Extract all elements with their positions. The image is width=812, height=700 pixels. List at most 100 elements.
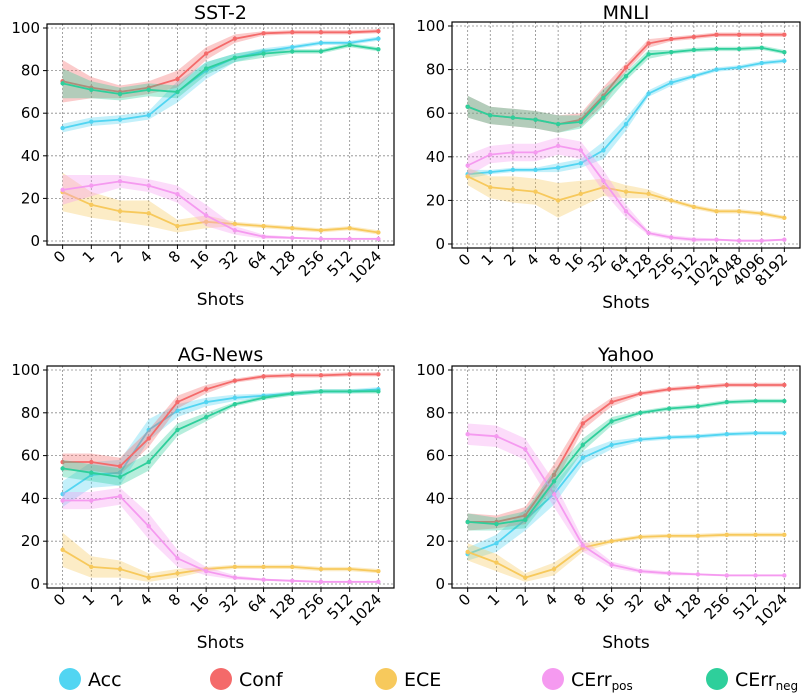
x-tick-label: 64 bbox=[244, 247, 270, 273]
point-CErr_pos bbox=[89, 498, 94, 503]
point-CErr_pos bbox=[510, 150, 516, 155]
point-CErr_neg bbox=[782, 49, 787, 55]
point-CErr_neg bbox=[232, 55, 238, 61]
point-ECE bbox=[261, 223, 266, 229]
series-CErr_pos bbox=[465, 137, 787, 243]
series-Acc bbox=[465, 58, 787, 179]
legend-label: ECE bbox=[404, 669, 441, 691]
y-tick-label: 100 bbox=[11, 19, 40, 37]
point-CErr_neg bbox=[666, 406, 672, 411]
point-Conf bbox=[261, 31, 266, 36]
point-ECE bbox=[146, 211, 151, 216]
x-tick-label: 16 bbox=[187, 247, 213, 273]
point-CErr_pos bbox=[623, 209, 629, 214]
point-CErr_pos bbox=[318, 579, 324, 585]
point-Acc bbox=[782, 430, 787, 436]
point-Acc bbox=[117, 470, 123, 475]
point-CErr_neg bbox=[60, 466, 65, 471]
point-CErr_pos bbox=[695, 572, 701, 577]
point-CErr_neg bbox=[261, 51, 266, 56]
point-Conf bbox=[318, 30, 324, 35]
point-CErr_neg bbox=[753, 398, 758, 404]
y-tick-label: 40 bbox=[426, 489, 445, 507]
x-tick-label: 32 bbox=[215, 247, 241, 273]
point-CErr_neg bbox=[376, 47, 381, 52]
point-CErr_pos bbox=[533, 150, 538, 155]
point-Acc bbox=[669, 80, 674, 85]
point-CErr_neg bbox=[736, 46, 742, 52]
point-Conf bbox=[753, 382, 758, 388]
series-ECE bbox=[60, 532, 381, 582]
point-CErr_pos bbox=[117, 179, 123, 184]
point-Conf bbox=[347, 30, 352, 35]
point-Conf bbox=[347, 372, 352, 377]
point-Acc bbox=[555, 165, 561, 170]
series-CErr_neg bbox=[465, 45, 787, 133]
point-Acc bbox=[60, 125, 65, 131]
point-CErr_neg bbox=[465, 519, 470, 525]
point-CErr_pos bbox=[290, 235, 295, 241]
y-tick-label: 40 bbox=[426, 148, 445, 166]
point-Acc bbox=[753, 430, 758, 436]
panel-title: Yahoo bbox=[597, 344, 654, 366]
x-tick-label: 16 bbox=[187, 590, 213, 616]
point-Conf bbox=[724, 382, 729, 388]
legend-item-CErr_neg: CErrneg bbox=[706, 668, 798, 693]
point-CErr_neg bbox=[759, 45, 764, 50]
point-Acc bbox=[759, 60, 764, 66]
axes-frame bbox=[451, 365, 801, 589]
series-Conf bbox=[465, 382, 787, 531]
y-tick-label: 80 bbox=[426, 404, 445, 422]
point-Acc bbox=[609, 442, 614, 448]
point-CErr_neg bbox=[724, 399, 729, 405]
point-CErr_pos bbox=[782, 237, 787, 242]
x-tick-label: 2 bbox=[500, 250, 519, 269]
series-ECE bbox=[465, 532, 787, 582]
point-Acc bbox=[580, 455, 586, 460]
x-tick-label: 0 bbox=[50, 247, 69, 266]
y-tick-label: 100 bbox=[416, 17, 445, 35]
point-CErr_pos bbox=[261, 234, 266, 239]
x-tick-label: 8 bbox=[165, 247, 184, 266]
point-CErr_neg bbox=[578, 119, 583, 125]
point-CErr_neg bbox=[601, 95, 606, 101]
point-Acc bbox=[232, 395, 238, 401]
legend-marker bbox=[375, 668, 397, 690]
point-ECE bbox=[261, 564, 266, 570]
x-axis-label: Shots bbox=[602, 633, 650, 653]
x-tick-label: 0 bbox=[455, 590, 474, 609]
point-Conf bbox=[203, 51, 209, 56]
point-ECE bbox=[89, 202, 94, 207]
point-Conf bbox=[89, 459, 94, 465]
point-CErr_pos bbox=[89, 183, 94, 188]
point-CErr_pos bbox=[555, 143, 561, 149]
point-CErr_pos bbox=[580, 543, 586, 548]
point-ECE bbox=[117, 566, 123, 572]
point-CErr_pos bbox=[347, 579, 352, 585]
point-CErr_pos bbox=[203, 213, 209, 218]
legend-label: CErrpos bbox=[571, 669, 633, 693]
x-tick-label: 2 bbox=[107, 590, 126, 609]
point-Acc bbox=[60, 491, 65, 497]
point-CErr_neg bbox=[318, 389, 324, 394]
point-ECE bbox=[89, 564, 94, 570]
line-CErr_neg bbox=[467, 400, 785, 526]
point-ECE bbox=[488, 185, 493, 190]
point-CErr_pos bbox=[669, 235, 674, 240]
point-Acc bbox=[203, 399, 209, 405]
point-CErr_pos bbox=[232, 228, 238, 233]
x-tick-label: 0 bbox=[455, 250, 474, 269]
point-Conf bbox=[609, 399, 614, 405]
point-CErr_pos bbox=[175, 191, 180, 197]
point-CErr_neg bbox=[695, 404, 701, 409]
point-CErr_pos bbox=[376, 579, 381, 585]
x-tick-label: 1 bbox=[79, 247, 98, 266]
x-tick-label: 128 bbox=[266, 247, 299, 280]
point-CErr_neg bbox=[117, 474, 123, 480]
point-Acc bbox=[117, 117, 123, 122]
legend-marker bbox=[542, 668, 564, 690]
legend-item-CErr_pos: CErrpos bbox=[542, 668, 633, 693]
y-tick-label: 20 bbox=[21, 189, 40, 207]
legend-label: Conf bbox=[239, 669, 284, 691]
